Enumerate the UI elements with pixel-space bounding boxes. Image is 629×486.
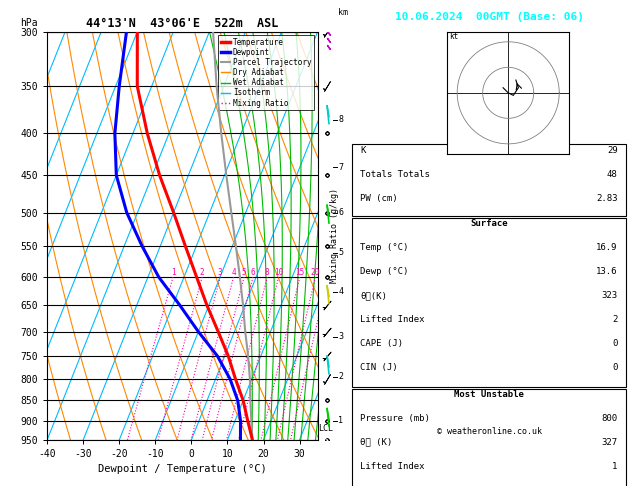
- Text: θᴇ (K): θᴇ (K): [360, 438, 392, 447]
- Text: 3: 3: [338, 332, 343, 341]
- Text: 2: 2: [200, 268, 204, 277]
- Text: 10: 10: [274, 268, 283, 277]
- Text: 800: 800: [601, 414, 618, 423]
- Text: 8: 8: [338, 116, 343, 124]
- Text: 7: 7: [338, 163, 343, 172]
- Text: 4: 4: [231, 268, 236, 277]
- Text: θᴇ(K): θᴇ(K): [360, 291, 387, 300]
- Text: 2: 2: [338, 372, 343, 381]
- Text: km: km: [338, 8, 348, 17]
- Text: PW (cm): PW (cm): [360, 194, 398, 203]
- Text: 5: 5: [242, 268, 247, 277]
- Text: Lifted Index: Lifted Index: [360, 315, 425, 324]
- Text: K: K: [360, 146, 366, 155]
- Text: 0: 0: [612, 339, 618, 348]
- Text: 6: 6: [250, 268, 255, 277]
- Text: 13.6: 13.6: [596, 267, 618, 276]
- Text: Most Unstable: Most Unstable: [454, 390, 524, 399]
- Text: 29: 29: [607, 146, 618, 155]
- Text: 327: 327: [601, 438, 618, 447]
- Text: 323: 323: [601, 291, 618, 300]
- Text: 3: 3: [218, 268, 223, 277]
- Text: Lifted Index: Lifted Index: [360, 462, 425, 471]
- Text: 2.83: 2.83: [596, 194, 618, 203]
- Text: 10.06.2024  00GMT (Base: 06): 10.06.2024 00GMT (Base: 06): [394, 12, 584, 22]
- Text: kt: kt: [450, 32, 459, 41]
- Text: 1: 1: [338, 416, 343, 425]
- Text: © weatheronline.co.uk: © weatheronline.co.uk: [437, 427, 542, 436]
- Text: Mixing Ratio (g/kg): Mixing Ratio (g/kg): [330, 188, 340, 283]
- Text: 0: 0: [612, 364, 618, 372]
- Text: LCL: LCL: [318, 424, 333, 433]
- Text: 6: 6: [338, 208, 343, 217]
- Bar: [352, 389, 626, 486]
- Text: Surface: Surface: [470, 219, 508, 228]
- Text: 48: 48: [607, 170, 618, 179]
- Text: 20: 20: [311, 268, 320, 277]
- Text: 15: 15: [295, 268, 304, 277]
- Title: 44°13'N  43°06'E  522m  ASL: 44°13'N 43°06'E 522m ASL: [86, 17, 279, 31]
- Text: CAPE (J): CAPE (J): [360, 339, 403, 348]
- Text: 5: 5: [338, 248, 343, 257]
- Text: Temp (°C): Temp (°C): [360, 243, 409, 252]
- Legend: Temperature, Dewpoint, Parcel Trajectory, Dry Adiabat, Wet Adiabat, Isotherm, Mi: Temperature, Dewpoint, Parcel Trajectory…: [218, 35, 314, 110]
- Text: Pressure (mb): Pressure (mb): [360, 414, 430, 423]
- Bar: [352, 144, 626, 216]
- Text: Dewp (°C): Dewp (°C): [360, 267, 409, 276]
- Text: 8: 8: [265, 268, 269, 277]
- Text: CIN (J): CIN (J): [360, 364, 398, 372]
- Text: 1: 1: [612, 462, 618, 471]
- Text: 1: 1: [170, 268, 175, 277]
- Text: hPa: hPa: [20, 17, 38, 28]
- Text: 4: 4: [338, 287, 343, 296]
- X-axis label: Dewpoint / Temperature (°C): Dewpoint / Temperature (°C): [98, 465, 267, 474]
- Text: Totals Totals: Totals Totals: [360, 170, 430, 179]
- Text: 16.9: 16.9: [596, 243, 618, 252]
- Bar: [352, 218, 626, 387]
- Text: 2: 2: [612, 315, 618, 324]
